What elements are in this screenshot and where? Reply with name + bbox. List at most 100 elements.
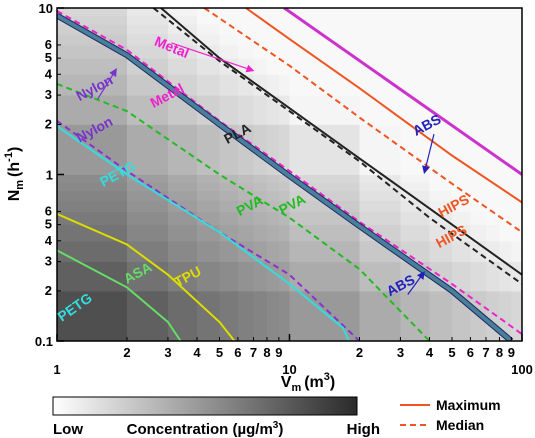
heatmap-cell [196, 24, 221, 35]
heatmap-cell [499, 211, 512, 226]
heatmap-cell [452, 200, 471, 212]
heatmap-cell [452, 15, 471, 25]
heatmap-cell [452, 24, 471, 35]
heatmap-cell [126, 224, 169, 242]
heatmap-cell [167, 190, 198, 201]
colorbar: Low Concentration (µg/m3) High [52, 396, 380, 438]
heatmap-cell [253, 124, 268, 175]
heatmap-cell [400, 200, 430, 212]
heatmap-cell [196, 15, 221, 25]
y-minor-tick-label: 5 [45, 50, 52, 65]
curve-pla-maximum [160, 8, 522, 276]
heatmap-cell [126, 261, 169, 292]
x-minor-tick-label: 7 [250, 345, 257, 360]
heatmap-cell [400, 174, 430, 183]
y-tick-label: 1 [46, 168, 53, 183]
heatmap-cell [429, 124, 453, 175]
heatmap-cell [511, 200, 523, 212]
heatmap-cell [511, 58, 523, 75]
heatmap-cell [400, 224, 430, 242]
heatmap-cell [278, 15, 290, 25]
heatmap-cell [429, 200, 453, 212]
heatmap-cell [196, 261, 221, 292]
heatmap-cell [278, 95, 290, 125]
heatmap-cell [485, 211, 500, 226]
heatmap-cell [452, 44, 471, 59]
legend-median-label: Median [436, 417, 484, 433]
heatmap-cell [219, 261, 239, 292]
heatmap-cell [359, 24, 401, 35]
heatmap-cell [57, 261, 128, 292]
heatmap-cell [400, 58, 430, 75]
heatmap-cell [253, 211, 268, 226]
colorbar-low-label: Low [53, 421, 83, 438]
heatmap-cell [429, 44, 453, 59]
curve-hips-maximum [245, 8, 522, 204]
curve-nylon-maximum [57, 13, 513, 341]
heatmap-cell [470, 33, 487, 46]
heatmap-cell [266, 182, 280, 192]
heatmap-cell [167, 182, 198, 192]
heatmap-cell [511, 174, 523, 183]
heatmap-cell [452, 95, 471, 125]
x-minor-tick-label: 2 [123, 345, 130, 360]
heatmap-cell [470, 211, 487, 226]
heatmap-cell [485, 24, 500, 35]
heatmap-cell [278, 8, 290, 17]
heatmap-cell [126, 240, 169, 263]
heatmap-cell [359, 33, 401, 46]
heatmap-cell [278, 58, 290, 75]
curve-tpu-maximum [57, 212, 236, 341]
heatmap-cell [167, 24, 198, 35]
heatmap-cell [57, 24, 128, 35]
heatmap-cell [219, 211, 239, 226]
x-minor-tick-label: 2 [356, 345, 363, 360]
heatmap-cell [253, 15, 268, 25]
heatmap-cell [237, 174, 254, 183]
x-axis-label: Vm (m3) [281, 371, 335, 394]
heatmap-cell [511, 33, 523, 46]
heatmap-cell [196, 224, 221, 242]
heatmap-cell [196, 182, 221, 192]
heatmap-cell [126, 8, 169, 17]
heatmap-cell [126, 200, 169, 212]
heatmap-cell [359, 290, 401, 342]
heatmap-cell [196, 200, 221, 212]
heatmap-cell [57, 190, 128, 201]
heatmap-cell [219, 24, 239, 35]
heatmap-cell [485, 190, 500, 201]
heatmap-cell [167, 200, 198, 212]
heatmap-cell [219, 74, 239, 96]
y-minor-tick-label: 3 [45, 87, 52, 102]
heatmap-cell [266, 240, 280, 263]
heatmap-cell [278, 190, 290, 201]
heatmap-cell [359, 95, 401, 125]
heatmap-cell [266, 174, 280, 183]
x-minor-tick-label: 5 [216, 345, 223, 360]
x-minor-tick-label: 3 [164, 345, 171, 360]
heatmap-cell [278, 74, 290, 96]
heatmap-cell [499, 190, 512, 201]
heatmap-cell [167, 44, 198, 59]
heatmap-cell [289, 33, 360, 46]
curve-group [57, 8, 522, 341]
heatmap-cell [511, 95, 523, 125]
x-minor-tick-label: 6 [467, 345, 474, 360]
heatmap-cell [196, 174, 221, 183]
heatmap-cell [266, 224, 280, 242]
curve-pla-median [152, 8, 522, 285]
heatmap-cell [253, 290, 268, 342]
heatmap-cell [485, 200, 500, 212]
heatmap-cell [485, 95, 500, 125]
heatmap-cell [289, 58, 360, 75]
heatmap-cell [219, 240, 239, 263]
heatmap-cell [470, 261, 487, 292]
annotation-arrow-nylon [97, 68, 117, 100]
heatmap-cell [470, 200, 487, 212]
heatmap-cell [499, 174, 512, 183]
heatmap-cell [266, 44, 280, 59]
heatmap-cell [237, 24, 254, 35]
heatmap-cell [167, 240, 198, 263]
